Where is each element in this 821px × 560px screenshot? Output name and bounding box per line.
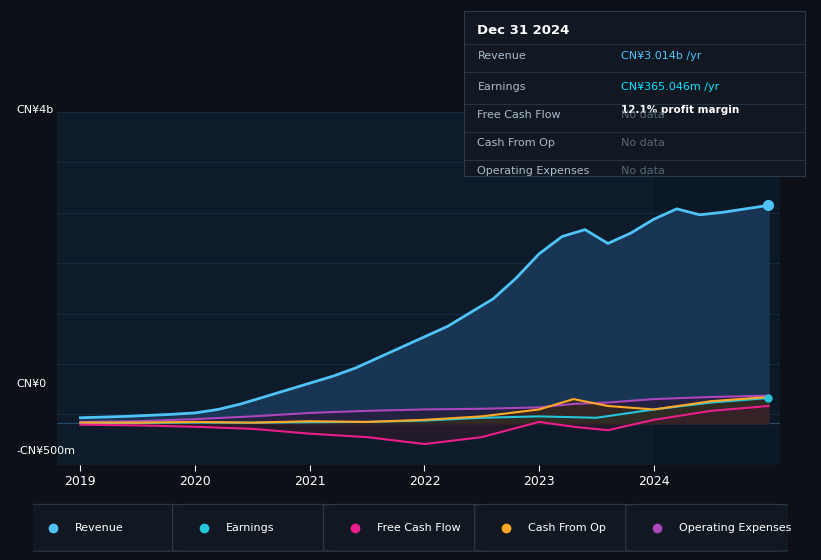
Text: CN¥365.046m /yr: CN¥365.046m /yr	[621, 82, 719, 92]
FancyBboxPatch shape	[475, 505, 638, 551]
Text: Earnings: Earnings	[226, 523, 274, 533]
FancyBboxPatch shape	[172, 505, 336, 551]
FancyBboxPatch shape	[323, 505, 487, 551]
Text: CN¥0: CN¥0	[16, 379, 47, 389]
Text: Earnings: Earnings	[478, 82, 526, 92]
Bar	[654, 112, 791, 465]
Text: CN¥4b: CN¥4b	[16, 105, 53, 115]
Text: Revenue: Revenue	[75, 523, 123, 533]
Text: No data: No data	[621, 138, 664, 148]
Text: 12.1% profit margin: 12.1% profit margin	[621, 105, 739, 115]
Text: Cash From Op: Cash From Op	[478, 138, 555, 148]
Text: Cash From Op: Cash From Op	[528, 523, 605, 533]
Text: Operating Expenses: Operating Expenses	[478, 166, 589, 176]
Text: CN¥3.014b /yr: CN¥3.014b /yr	[621, 51, 701, 61]
Text: Operating Expenses: Operating Expenses	[679, 523, 791, 533]
Text: Dec 31 2024: Dec 31 2024	[478, 25, 570, 38]
Text: -CN¥500m: -CN¥500m	[16, 446, 76, 456]
FancyBboxPatch shape	[21, 505, 185, 551]
Text: No data: No data	[621, 166, 664, 176]
Text: Free Cash Flow: Free Cash Flow	[478, 110, 561, 120]
Text: Free Cash Flow: Free Cash Flow	[377, 523, 460, 533]
Text: Revenue: Revenue	[478, 51, 526, 61]
Text: No data: No data	[621, 110, 664, 120]
FancyBboxPatch shape	[626, 505, 789, 551]
